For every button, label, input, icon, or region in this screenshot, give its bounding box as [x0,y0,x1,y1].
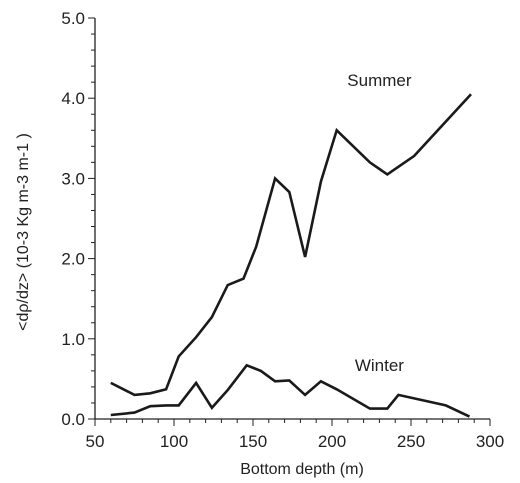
series-lines [110,93,472,418]
series-labels: Summer Winter [347,71,412,375]
y-tick-label: 2.0 [61,250,85,269]
tick-marks [88,17,491,426]
x-tick-label: 150 [239,432,267,451]
series-line-winter [110,363,471,418]
axes [94,18,490,420]
x-tick-label: 300 [476,432,504,451]
y-tick-label: 4.0 [61,89,85,108]
tick-labels: 50 100 150 200 250 300 0.0 1.0 2.0 3.0 4.0 5.0 [61,9,504,451]
x-axis-label: Bottom depth (m) [240,461,364,478]
y-tick-label: 3.0 [61,169,85,188]
series-label-summer: Summer [347,71,412,90]
y-axis-label: <dρ/dz> (10-3 Kg m-3 m-1 ) [15,133,32,331]
x-tick-label: 50 [86,432,105,451]
series-label-winter: Winter [355,356,404,375]
y-tick-label: 0.0 [61,410,85,429]
y-tick-label: 5.0 [61,9,85,28]
series-line-summer [110,93,472,397]
x-tick-label: 100 [160,432,188,451]
x-tick-label: 250 [397,432,425,451]
x-tick-label: 200 [318,432,346,451]
y-tick-label: 1.0 [61,330,85,349]
